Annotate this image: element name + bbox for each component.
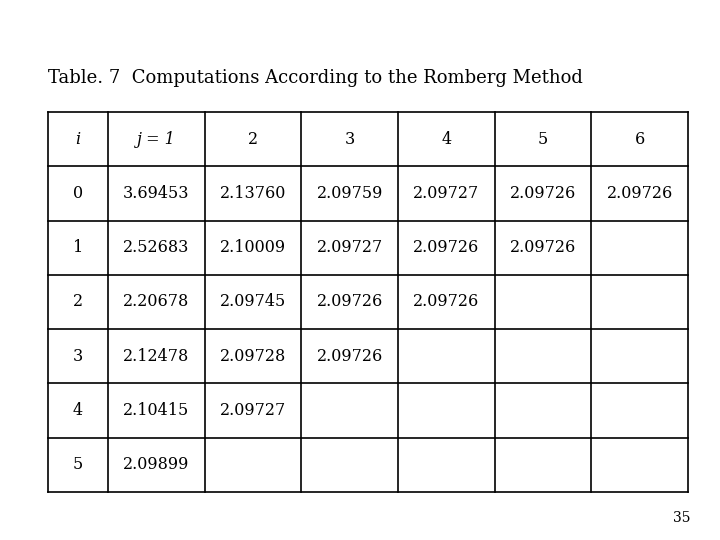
Text: 2.09726: 2.09726 — [510, 185, 576, 202]
Text: 2.10415: 2.10415 — [123, 402, 189, 419]
Text: 2.09727: 2.09727 — [413, 185, 480, 202]
Text: j = 1: j = 1 — [137, 131, 176, 147]
Text: 2.09727: 2.09727 — [220, 402, 286, 419]
Text: 3: 3 — [345, 131, 355, 147]
Text: 2.20678: 2.20678 — [123, 294, 189, 310]
Text: 1: 1 — [73, 239, 84, 256]
Text: 2.09759: 2.09759 — [317, 185, 383, 202]
Text: 2.09726: 2.09726 — [510, 239, 576, 256]
Text: 2.09728: 2.09728 — [220, 348, 286, 365]
Text: 2.09726: 2.09726 — [413, 294, 480, 310]
Text: 2: 2 — [73, 294, 83, 310]
Text: 2.09726: 2.09726 — [317, 348, 383, 365]
Text: 2.52683: 2.52683 — [123, 239, 189, 256]
Text: 2.09726: 2.09726 — [317, 294, 383, 310]
Text: 2.12478: 2.12478 — [123, 348, 189, 365]
Text: 2.13760: 2.13760 — [220, 185, 287, 202]
Text: 2.10009: 2.10009 — [220, 239, 286, 256]
Text: 6: 6 — [634, 131, 645, 147]
Text: 2.09727: 2.09727 — [317, 239, 383, 256]
Text: 0: 0 — [73, 185, 83, 202]
Text: 2.09899: 2.09899 — [123, 456, 189, 474]
Text: Table. 7  Computations According to the Romberg Method: Table. 7 Computations According to the R… — [48, 69, 583, 87]
Text: 4: 4 — [73, 402, 83, 419]
Text: i: i — [76, 131, 81, 147]
Text: 3: 3 — [73, 348, 84, 365]
Text: 3.69453: 3.69453 — [123, 185, 189, 202]
Text: 2: 2 — [248, 131, 258, 147]
Text: 5: 5 — [538, 131, 548, 147]
Text: 4: 4 — [441, 131, 451, 147]
Text: 2.09726: 2.09726 — [413, 239, 480, 256]
Text: 2.09745: 2.09745 — [220, 294, 286, 310]
Text: 2.09726: 2.09726 — [606, 185, 672, 202]
Text: 35: 35 — [672, 511, 690, 525]
Text: 5: 5 — [73, 456, 84, 474]
